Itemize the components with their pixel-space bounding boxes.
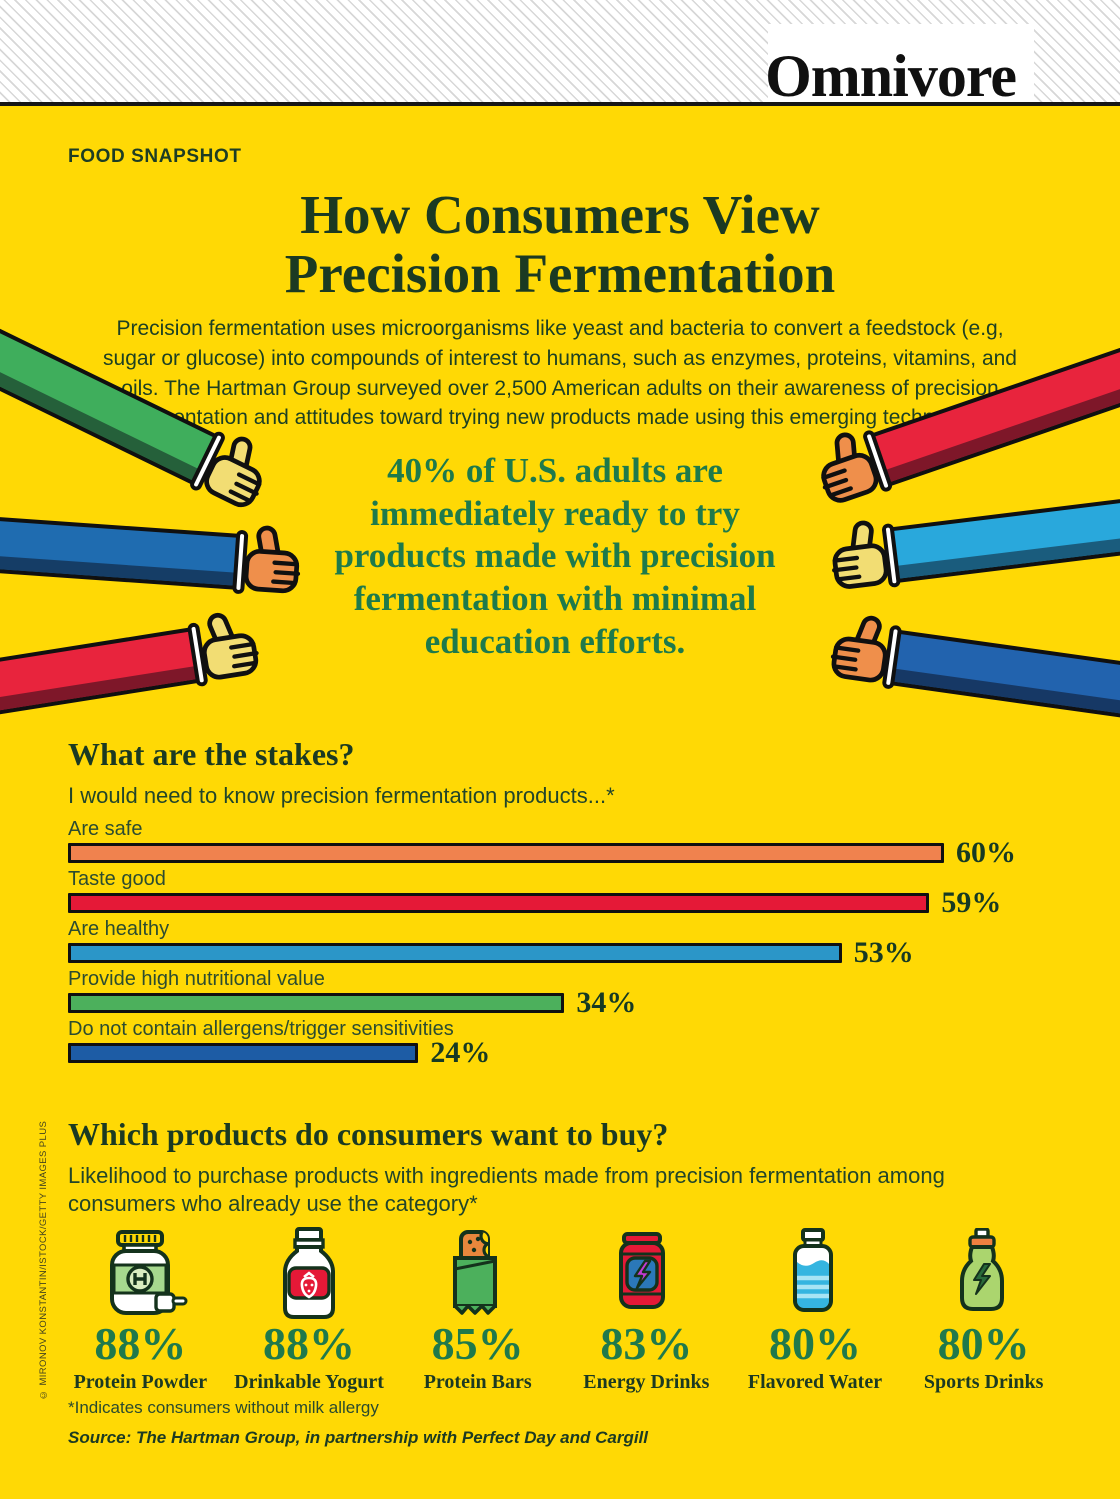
magazine-brand: Omnivore <box>765 43 1017 109</box>
product-card: 88% Drinkable Yogurt <box>227 1226 392 1394</box>
product-icon-slot <box>227 1226 392 1320</box>
stakes-bar-row: Taste good 59% <box>68 868 1068 918</box>
stakes-bar-value: 34% <box>576 986 637 1019</box>
product-percentage: 88% <box>262 1318 355 1369</box>
flavored-water-icon <box>792 1228 833 1312</box>
thumbs-up-arm-red-left <box>0 599 283 741</box>
stakes-bar-label: Provide high nutritional value <box>68 968 325 990</box>
products-subheading: Likelihood to purchase products with ing… <box>68 1163 945 1217</box>
brand-background <box>768 24 1034 102</box>
stakes-bar-chart: Are safe 60% Taste good 59% Are healthy … <box>68 818 1068 1068</box>
product-icon-slot <box>58 1226 223 1320</box>
arm-sleeve <box>889 629 1120 727</box>
protein-powder-icon <box>110 1230 188 1315</box>
stakes-bar <box>68 993 565 1013</box>
intro-paragraph: Precision fermentation uses microorganis… <box>103 317 1017 430</box>
arm-sleeve <box>0 513 242 590</box>
stakes-bar <box>68 1043 419 1063</box>
product-label: Protein Powder <box>73 1371 208 1394</box>
footnote: *Indicates consumers without milk allerg… <box>68 1398 379 1417</box>
stakes-bar-row: Do not contain allergens/trigger sensiti… <box>68 1018 1068 1068</box>
stakes-bar-label: Are safe <box>68 818 143 840</box>
product-card: 85% Protein Bars <box>395 1226 560 1394</box>
product-label: Sports Drinks <box>923 1371 1044 1394</box>
stakes-bar-row: Are safe 60% <box>68 818 1068 868</box>
stakes-bar-value: 53% <box>853 936 914 969</box>
page-title-line2: Precision Fermentation <box>284 242 836 304</box>
thumbs-up-arm-blue <box>0 497 322 611</box>
stakes-bar-row: Provide high nutritional value 34% <box>68 968 1068 1018</box>
product-percentage: 80% <box>937 1318 1030 1369</box>
product-card: 88% Protein Powder <box>58 1226 223 1394</box>
stakes-bar-label: Do not contain allergens/trigger sensiti… <box>68 1018 454 1040</box>
stakes-bar-row: Are healthy 53% <box>68 918 1068 968</box>
drinkable-yogurt-icon <box>282 1227 335 1319</box>
thumbs-up-arm-navy <box>808 603 1120 743</box>
masthead-band: Omnivore <box>0 0 1120 106</box>
page-title: How Consumers View Precision Fermentatio… <box>0 184 1120 304</box>
stakes-bar-value: 60% <box>956 836 1016 869</box>
product-icon-slot <box>733 1226 898 1320</box>
product-card: 80% Flavored Water <box>733 1226 898 1394</box>
stakes-bar-value: 24% <box>430 1036 491 1069</box>
stakes-bar-label: Taste good <box>68 868 166 890</box>
stakes-bar <box>68 843 944 863</box>
stakes-bar <box>68 893 930 913</box>
stakes-heading: What are the stakes? <box>68 736 355 772</box>
product-label: Energy Drinks <box>583 1371 710 1394</box>
stakes-bar <box>68 943 842 963</box>
stat-callout: 40% of U.S. adults are immediately ready… <box>334 451 776 661</box>
product-icon-slot <box>901 1226 1066 1320</box>
product-icon-slot <box>564 1226 729 1320</box>
source-line: Source: The Hartman Group, in partnershi… <box>68 1428 648 1447</box>
stakes-bar-value: 59% <box>941 886 1002 919</box>
sports-drink-icon <box>959 1228 1004 1311</box>
product-label: Flavored Water <box>747 1371 883 1394</box>
kicker: FOOD SNAPSHOT <box>68 146 242 167</box>
product-percentage: 83% <box>600 1318 693 1369</box>
product-percentage: 88% <box>94 1318 187 1369</box>
protein-bar-icon <box>452 1230 497 1315</box>
stakes-bar-label: Are healthy <box>68 918 170 940</box>
stakes-subheading: I would need to know precision fermentat… <box>68 783 615 808</box>
product-label: Protein Bars <box>423 1371 532 1394</box>
products-heading: Which products do consumers want to buy? <box>68 1116 669 1152</box>
products-row: 88% Protein Powder 88% Drinkable Yogurt … <box>58 1226 1066 1394</box>
photo-credit: © MIRONOV KONSTANTIN/ISTOCK/GETTY IMAGES… <box>38 1120 49 1400</box>
arm-sleeve <box>0 627 202 725</box>
energy-drink-icon <box>619 1232 666 1309</box>
product-label: Drinkable Yogurt <box>234 1371 384 1394</box>
product-icon-slot <box>395 1226 560 1320</box>
product-percentage: 85% <box>431 1318 524 1369</box>
product-percentage: 80% <box>768 1318 861 1369</box>
product-card: 80% Sports Drinks <box>901 1226 1066 1394</box>
arm-sleeve <box>888 492 1120 584</box>
product-card: 83% Energy Drinks <box>564 1226 729 1394</box>
page-title-line1: How Consumers View <box>300 184 820 245</box>
